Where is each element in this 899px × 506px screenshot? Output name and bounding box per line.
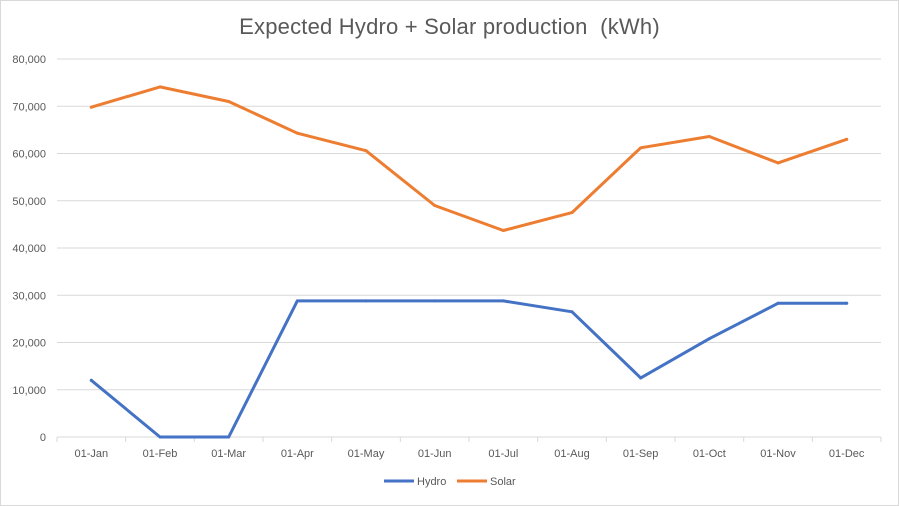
y-tick-label: 70,000 xyxy=(12,101,46,113)
data-point-hydro xyxy=(776,301,780,305)
data-point-hydro xyxy=(158,435,162,439)
data-point-solar xyxy=(501,229,505,233)
y-tick-label: 60,000 xyxy=(12,149,46,161)
x-tick-label: 01-Jan xyxy=(75,448,109,460)
x-tick-label: 01-Jul xyxy=(488,448,518,460)
y-axis: 0 10,000 20,000 30,000 40,000 50,000 60,000 70,… xyxy=(12,54,46,444)
data-point-solar xyxy=(433,203,437,207)
y-tick-label: 40,000 xyxy=(12,243,46,255)
data-point-solar xyxy=(227,100,231,104)
data-point-hydro xyxy=(89,378,93,382)
x-tick-label: 01-Aug xyxy=(554,448,589,460)
data-point-hydro xyxy=(707,337,711,341)
legend-label-solar: Solar xyxy=(490,476,516,488)
data-point-hydro xyxy=(295,299,299,303)
x-tick-label: 01-Feb xyxy=(143,448,178,460)
legend: Hydro Solar xyxy=(384,476,516,488)
data-point-solar xyxy=(707,134,711,138)
data-point-hydro xyxy=(845,301,849,305)
x-tick-label: 01-Jun xyxy=(418,448,452,460)
data-point-solar xyxy=(845,137,849,141)
y-tick-label: 50,000 xyxy=(12,196,46,208)
data-point-solar xyxy=(776,161,780,165)
x-tick-label: 01-May xyxy=(348,448,385,460)
y-tick-label: 80,000 xyxy=(12,54,46,66)
x-tick-label: 01-Oct xyxy=(693,448,726,460)
series-lines xyxy=(89,85,849,439)
legend-label-hydro: Hydro xyxy=(417,476,446,488)
y-tick-label: 20,000 xyxy=(12,338,46,350)
x-tick-label: 01-Apr xyxy=(281,448,314,460)
data-point-solar xyxy=(295,131,299,135)
data-point-solar xyxy=(158,85,162,89)
x-tick-label: 01-Sep xyxy=(623,448,658,460)
data-point-solar xyxy=(89,105,93,109)
x-axis: 01-Jan 01-Feb 01-Mar 01-Apr 01-May 01-Jun 01-J… xyxy=(56,436,882,460)
y-tick-label: 0 xyxy=(40,432,46,444)
series-line-solar xyxy=(89,85,849,232)
chart-title: Expected Hydro + Solar production (kWh) xyxy=(239,14,660,39)
series-line-hydro xyxy=(89,299,849,439)
data-point-hydro xyxy=(570,310,574,314)
x-tick-label: 01-Mar xyxy=(211,448,246,460)
data-point-solar xyxy=(639,146,643,150)
data-point-solar xyxy=(364,149,368,153)
x-tick-label: 01-Dec xyxy=(829,448,865,460)
data-point-hydro xyxy=(364,299,368,303)
x-tick-label: 01-Nov xyxy=(760,448,796,460)
data-point-hydro xyxy=(639,376,643,380)
gridlines xyxy=(57,58,881,391)
y-tick-label: 10,000 xyxy=(12,385,46,397)
data-point-solar xyxy=(570,211,574,215)
y-tick-label: 30,000 xyxy=(12,290,46,302)
data-point-hydro xyxy=(501,299,505,303)
data-point-hydro xyxy=(227,435,231,439)
data-point-hydro xyxy=(433,299,437,303)
